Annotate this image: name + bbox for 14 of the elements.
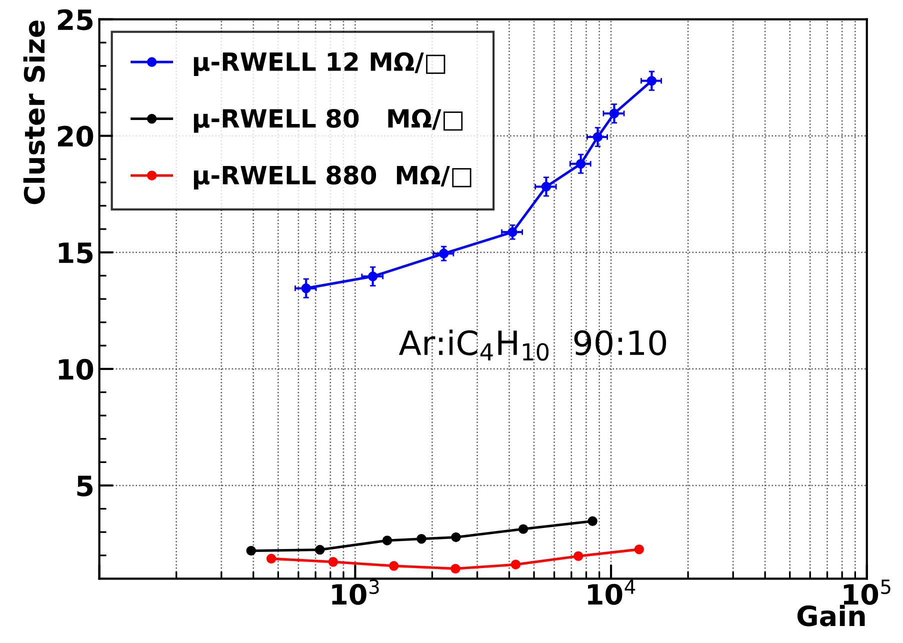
y-tick-label: 5 (77, 476, 93, 496)
y-axis-title: Cluster Size (23, 20, 45, 204)
annotation: Ar:iC$_{4}$H$_{10}$ 90:10 (398, 330, 666, 361)
y-tick-label: 10 (58, 358, 94, 380)
y-tick-label: 25 (58, 9, 93, 30)
x-axis-title: Gain (797, 604, 865, 626)
x-tick-label: 10$^{4}$ (588, 580, 636, 605)
y-tick-label: 15 (58, 242, 93, 264)
legend-label: μ-RWELL 880 MΩ/□ (194, 166, 472, 190)
x-tick-label: 10$^{5}$ (844, 580, 890, 605)
legend-label: μ-RWELL 12 MΩ/□ (194, 52, 446, 76)
legend-label: μ-RWELL 80 MΩ/□ (194, 108, 463, 133)
y-tick-label: 20 (58, 126, 94, 147)
x-tick-label: 10$^{3}$ (332, 579, 379, 605)
